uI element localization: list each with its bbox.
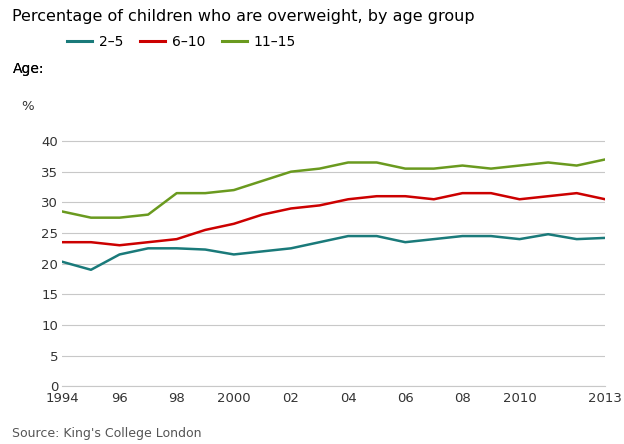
11–15 [316,166,323,171]
11–15 [259,178,266,183]
2–5 [430,237,437,242]
6–10 [230,221,238,226]
2–5 [344,234,352,239]
11–15 [202,190,209,196]
6–10 [516,197,524,202]
11–15 [287,169,295,174]
11–15 [430,166,437,171]
11–15 [230,187,238,193]
2–5 [373,234,381,239]
2–5 [544,232,552,237]
Text: Percentage of children who are overweight, by age group: Percentage of children who are overweigh… [12,9,475,24]
6–10 [144,239,152,245]
11–15 [373,160,381,165]
11–15 [516,163,524,168]
6–10 [202,227,209,233]
2–5 [487,234,495,239]
2–5 [202,247,209,252]
6–10 [173,237,180,242]
Legend: 2–5, 6–10, 11–15: 2–5, 6–10, 11–15 [67,35,296,49]
11–15 [487,166,495,171]
6–10 [259,212,266,217]
11–15 [602,157,609,162]
2–5 [87,267,95,273]
11–15 [59,209,66,214]
11–15 [144,212,152,217]
2–5 [316,239,323,245]
6–10 [316,203,323,208]
11–15 [173,190,180,196]
6–10 [373,194,381,199]
6–10 [487,190,495,196]
2–5 [401,239,409,245]
6–10 [287,206,295,211]
Text: Age:: Age: [12,62,44,76]
6–10 [544,194,552,199]
2–5 [602,235,609,241]
Line: 11–15: 11–15 [62,159,605,218]
2–5 [516,237,524,242]
2–5 [173,246,180,251]
2–5 [59,259,66,265]
11–15 [344,160,352,165]
6–10 [59,239,66,245]
Line: 2–5: 2–5 [62,234,605,270]
2–5 [230,252,238,257]
11–15 [401,166,409,171]
6–10 [573,190,580,196]
2–5 [287,246,295,251]
11–15 [116,215,124,220]
11–15 [87,215,95,220]
6–10 [602,197,609,202]
6–10 [401,194,409,199]
Text: Age:: Age: [12,62,44,76]
Text: Source: King's College London: Source: King's College London [12,427,202,440]
Text: %: % [22,100,34,113]
6–10 [344,197,352,202]
2–5 [459,234,466,239]
11–15 [544,160,552,165]
Line: 6–10: 6–10 [62,193,605,245]
6–10 [116,242,124,248]
6–10 [459,190,466,196]
6–10 [87,239,95,245]
11–15 [573,163,580,168]
2–5 [573,237,580,242]
2–5 [144,246,152,251]
2–5 [116,252,124,257]
11–15 [459,163,466,168]
2–5 [259,249,266,254]
6–10 [430,197,437,202]
